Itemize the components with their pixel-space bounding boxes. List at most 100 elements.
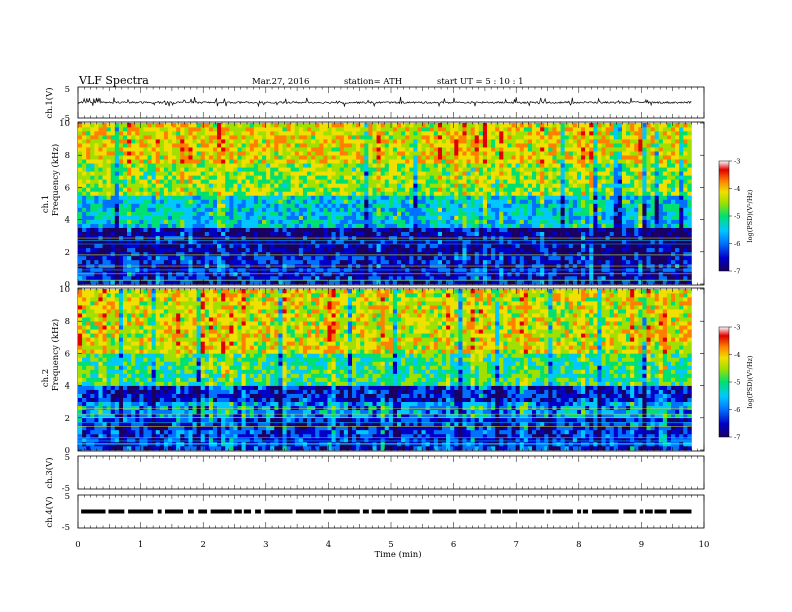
spectrogram-cell [499, 223, 504, 228]
spectrogram-cell [343, 135, 349, 140]
spectrogram-cell [147, 179, 152, 184]
spectrogram-cell [245, 279, 251, 285]
spectrogram-cell [270, 215, 275, 220]
spectrogram-cell [515, 251, 521, 257]
spectrogram-cell [90, 239, 95, 245]
spectrogram-cell [581, 243, 586, 249]
spectrogram-cell [511, 251, 516, 257]
spectrogram-cell [323, 175, 328, 180]
spectrogram-cell [368, 215, 373, 220]
spectrogram-cell [188, 179, 193, 184]
spectrogram-cell [208, 191, 214, 196]
spectrogram-cell [442, 143, 447, 148]
spectrogram-cell [372, 215, 377, 220]
spectrogram-cell [421, 139, 426, 144]
spectrogram-cell [437, 231, 443, 237]
spectrogram-cell [184, 135, 189, 140]
spectrogram-cell [544, 215, 549, 220]
spectrogram-cell [237, 183, 242, 188]
spectrogram-cell [531, 215, 537, 220]
spectrogram-cell [270, 247, 275, 253]
spectrogram-cell [548, 135, 553, 140]
spectrogram-cell [106, 215, 112, 220]
spectrogram-cell [118, 275, 124, 281]
spectrogram-cell [249, 175, 255, 180]
spectrogram-cell [544, 255, 549, 261]
spectrogram-cell [98, 247, 103, 253]
spectrogram-cell [188, 215, 193, 220]
spectrogram-cell [221, 131, 226, 136]
spectrogram-cell [167, 243, 173, 249]
spectrogram-cell [392, 183, 398, 188]
spectrogram-cell [397, 163, 402, 168]
spectrogram-cell [106, 147, 112, 152]
spectrogram-cell [147, 223, 152, 228]
spectrogram-cell [176, 163, 181, 168]
spectrogram-cell [401, 227, 406, 232]
spectrogram-cell [163, 151, 169, 156]
spectrogram-cell [155, 195, 161, 200]
spectrogram-cell [433, 219, 439, 224]
spectrogram-cell [433, 175, 439, 180]
spectrogram-cell [352, 135, 357, 140]
spectrogram-cell [159, 203, 165, 208]
spectrogram-cell [384, 171, 390, 176]
spectrogram-cell [135, 251, 140, 257]
spectrogram-cell [331, 135, 336, 140]
spectrogram-cell [147, 187, 152, 192]
spectrogram-cell [270, 163, 275, 168]
spectrogram-cell [241, 259, 246, 265]
spectrogram-cell [454, 211, 459, 216]
spectrogram-cell [262, 259, 267, 265]
spectrogram-cell [282, 147, 287, 152]
spectrogram-cell [282, 183, 287, 188]
spectrogram-cell [421, 195, 426, 200]
spectrogram-cell [425, 179, 431, 184]
spectrogram-cell [491, 167, 496, 172]
spectrogram-cell [417, 259, 422, 265]
spectrogram-cell [503, 139, 508, 144]
spectrogram-cell [392, 231, 398, 237]
spectrogram-cell [298, 215, 304, 220]
spectrogram-cell [270, 171, 275, 176]
spectrogram-cell [290, 255, 296, 261]
spectrogram-cell [544, 151, 549, 156]
spectrogram-cell [315, 219, 320, 224]
spectrogram-cell [82, 215, 87, 220]
spectrogram-cell [454, 163, 459, 168]
spectrogram-cell [315, 239, 320, 245]
spectrogram-cell [180, 171, 185, 176]
spectrogram-cell [442, 175, 447, 180]
spectrogram-cell [307, 207, 312, 212]
spectrogram-cell [323, 191, 328, 196]
spectrogram-cell [437, 127, 443, 132]
spectrogram-cell [425, 215, 431, 220]
spectrogram-cell [298, 123, 304, 128]
spectrogram-cell [572, 199, 578, 204]
spectrogram-cell [114, 155, 120, 160]
spectrogram-cell [572, 151, 578, 156]
spectrogram-cell [319, 223, 324, 228]
spectrogram-cell [474, 247, 480, 253]
spectrogram-cell [474, 139, 480, 144]
spectrogram-cell [118, 123, 124, 128]
spectrogram-cell [491, 187, 496, 192]
spectrogram-cell [482, 247, 488, 253]
spectrogram-cell [143, 215, 148, 220]
spectrogram-cell [204, 199, 210, 204]
spectrogram-cell [413, 175, 418, 180]
spectrogram-cell [499, 123, 504, 128]
spectrogram-cell [511, 231, 516, 237]
spectrogram-cell [139, 203, 144, 208]
spectrogram-cell [302, 203, 308, 208]
spectrogram-cell [429, 215, 435, 220]
spectrogram-cell [576, 175, 582, 180]
spectrogram-cell [204, 135, 210, 140]
spectrogram-cell [466, 163, 471, 168]
spectrogram-cell [552, 179, 557, 184]
spectrogram-cell [360, 239, 365, 245]
spectrogram-cell [90, 255, 95, 261]
spectrogram-cell [139, 199, 144, 204]
spectrogram-cell [397, 171, 402, 176]
spectrogram-cell [131, 215, 136, 220]
